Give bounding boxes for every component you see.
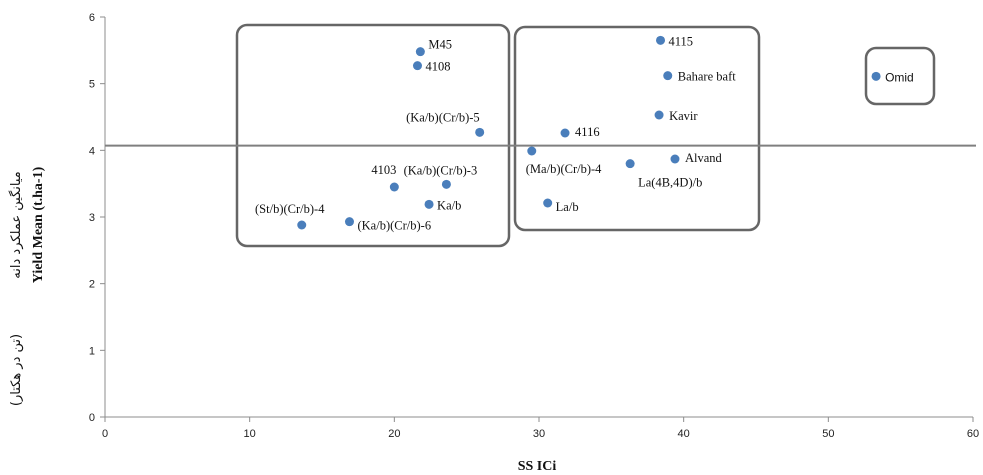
group-box-right [864, 46, 936, 106]
data-point [389, 182, 399, 192]
y-tick-label: 5 [89, 79, 95, 91]
y-axis-titles: میانگین عملکرد دانه Yield Mean (t.ha-1) … [8, 166, 46, 406]
group-boxes [235, 23, 936, 248]
point-label: 4103 [371, 163, 396, 177]
group-box-left [235, 23, 511, 248]
data-point [344, 217, 354, 227]
point-label: Alvand [685, 151, 723, 165]
y-tick-label: 0 [89, 412, 95, 424]
point-label: 4115 [669, 34, 694, 48]
data-point [663, 71, 673, 81]
data-point [560, 128, 570, 138]
group-box-middle [513, 25, 761, 232]
data-point [415, 47, 425, 57]
point-label: La(4B,4D)/b [638, 176, 702, 190]
x-tick-label: 20 [388, 428, 400, 440]
data-point [625, 159, 635, 169]
y-tick-label: 4 [89, 145, 95, 157]
data-point [654, 110, 664, 120]
y-tick-label: 3 [89, 212, 95, 224]
point-label: 4108 [425, 60, 450, 74]
point-label: (Ma/b)(Cr/b)-4 [526, 162, 602, 176]
point-label: (Ka/b)(Cr/b)-5 [406, 110, 480, 124]
data-point [670, 154, 680, 164]
point-label: (Ka/b)(Cr/b)-3 [404, 163, 478, 177]
point-label: Ka/b [437, 198, 461, 212]
y-tick-label: 2 [89, 279, 95, 291]
data-point [871, 71, 881, 81]
point-label: Omid [885, 70, 914, 84]
x-tick-label: 10 [244, 428, 256, 440]
data-point [527, 146, 537, 156]
data-point [424, 199, 434, 209]
x-axis-title: SS ICi [518, 459, 557, 474]
data-point [412, 61, 422, 71]
data-point [543, 198, 553, 208]
data-point [656, 35, 666, 45]
point-label: La/b [556, 200, 579, 214]
data-point [441, 179, 451, 189]
y-axis-title-fa-line1: میانگین عملکرد دانه [8, 171, 24, 278]
x-tick-label: 30 [533, 428, 545, 440]
point-labels: M45 4108 (Ka/b)(Cr/b)-5 4103 (Ka/b)(Cr/b)-3 K… [255, 34, 914, 232]
x-tick-label: 50 [822, 428, 834, 440]
y-tick-label: 6 [89, 12, 95, 24]
x-tick-label: 40 [678, 428, 690, 440]
x-tick-label: 60 [967, 428, 979, 440]
y-tick-label: 1 [89, 345, 95, 357]
y-axis-title: Yield Mean (t.ha-1) [31, 166, 46, 283]
point-label: (St/b)(Cr/b)-4 [255, 202, 325, 216]
data-point [475, 127, 485, 137]
point-label: (Ka/b)(Cr/b)-6 [357, 219, 431, 233]
point-label: Kavir [669, 109, 698, 123]
point-label: M45 [428, 38, 452, 52]
point-label: 4116 [575, 125, 600, 139]
data-point [297, 220, 307, 230]
x-tick-label: 0 [102, 428, 108, 440]
point-label: Bahare baft [678, 70, 736, 84]
data-points [297, 35, 881, 230]
y-axis-title-fa-line2: (تن در هکتار) [9, 334, 24, 406]
